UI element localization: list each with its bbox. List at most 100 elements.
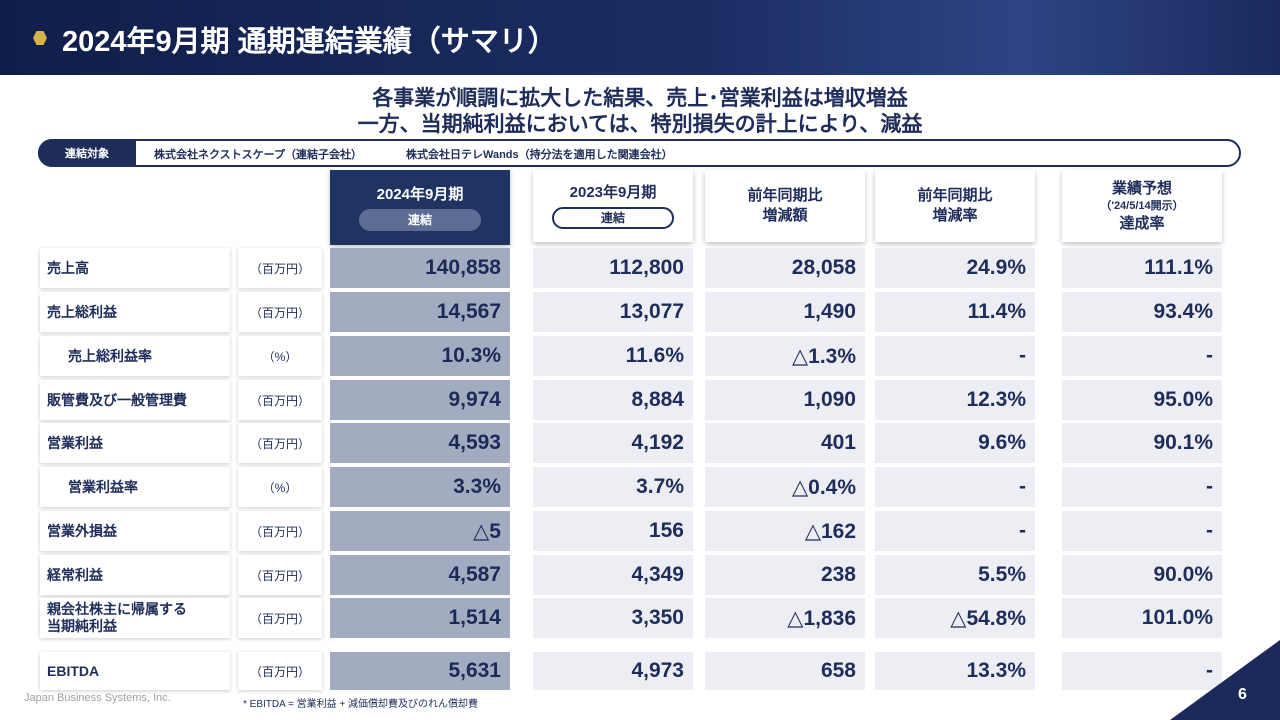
table-cell: 1,090	[705, 380, 865, 420]
header-tag: 連結	[359, 208, 481, 231]
table-cell: 3.3%	[330, 467, 510, 507]
scope-item: 株式会社日テレWands（持分法を適用した関連会社）	[406, 149, 673, 161]
header-tag: 連結	[552, 207, 674, 229]
table-cell: △54.8%	[875, 598, 1035, 638]
row-unit: （百万円）	[238, 248, 322, 288]
company-name: Japan Business Systems, Inc.	[24, 692, 171, 704]
table-cell: 10.3%	[330, 336, 510, 376]
table-cell: 93.4%	[1062, 292, 1222, 332]
table-cell: △0.4%	[705, 467, 865, 507]
table-cell: 4,349	[533, 555, 693, 595]
table-cell: 9.6%	[875, 423, 1035, 463]
header-text: 2024年9月期	[376, 185, 464, 203]
header-text: 前年同期比	[747, 187, 823, 204]
row-label: 営業利益率	[40, 467, 230, 507]
table-cell: 4,192	[533, 423, 693, 463]
column-header: 前年同期比 増減額	[705, 170, 865, 242]
table-cell: -	[875, 467, 1035, 507]
headline: 各事業が順調に拡大した結果、売上･営業利益は増収増益	[372, 87, 908, 110]
scope-label: 連結対象	[38, 139, 136, 167]
row-unit: （百万円）	[238, 423, 322, 463]
row-label: 売上総利益率	[40, 336, 230, 376]
row-label: 営業利益	[40, 423, 230, 463]
table-cell: 5.5%	[875, 555, 1035, 595]
headline: 一方、当期純利益においては、特別損失の計上により、減益	[357, 113, 923, 136]
row-label: 経常利益	[40, 555, 230, 595]
table-cell: △162	[705, 511, 865, 551]
table-cell: 156	[533, 511, 693, 551]
table-cell: -	[1062, 511, 1222, 551]
table-cell: △1,836	[705, 598, 865, 638]
table-cell: 11.6%	[533, 336, 693, 376]
table-cell: 14,567	[330, 292, 510, 332]
row-label-text: 営業利益	[47, 434, 103, 451]
column-header: 2024年9月期連結	[330, 170, 510, 245]
table-cell: 5,631	[330, 652, 510, 690]
title-banner	[0, 0, 1280, 75]
table-cell: △1.3%	[705, 336, 865, 376]
row-unit: （百万円）	[238, 652, 322, 690]
table-cell: 4,973	[533, 652, 693, 690]
table-cell: 28,058	[705, 248, 865, 288]
table-cell: 11.4%	[875, 292, 1035, 332]
column-header: 業績予想 （'24/5/14開示） 達成率	[1062, 170, 1222, 242]
table-cell: 8,884	[533, 380, 693, 420]
table-cell: 13.3%	[875, 652, 1035, 690]
header-text: 2023年9月期	[569, 184, 657, 201]
row-label: 販管費及び一般管理費	[40, 380, 230, 420]
table-cell: 90.0%	[1062, 555, 1222, 595]
row-label: 営業外損益	[40, 511, 230, 551]
table-cell: 4,593	[330, 423, 510, 463]
table-cell: △5	[330, 511, 510, 551]
row-label-text: 売上総利益率	[68, 347, 152, 364]
row-label-text: 営業利益率	[68, 478, 138, 495]
row-unit: （百万円）	[238, 555, 322, 595]
table-cell: -	[1062, 336, 1222, 376]
scope-item: 株式会社ネクストスケープ（連結子会社）	[154, 149, 363, 161]
header-text: 増減率	[932, 207, 978, 224]
header-text: 前年同期比	[917, 187, 993, 204]
row-label-text: 販管費及び一般管理費	[47, 391, 187, 408]
header-text: （'24/5/14開示）	[1100, 199, 1184, 212]
row-label: EBITDA	[40, 652, 230, 690]
row-label-text: 売上高	[47, 259, 89, 276]
row-unit: （百万円）	[238, 292, 322, 332]
row-label-text: 経常利益	[47, 566, 103, 583]
header-text: 業績予想	[1111, 179, 1172, 197]
table-cell: 3,350	[533, 598, 693, 638]
slide-title: 2024年9月期 通期連結業績（サマリ）	[62, 26, 557, 58]
table-cell: 112,800	[533, 248, 693, 288]
table-cell: 4,587	[330, 555, 510, 595]
table-cell: -	[875, 511, 1035, 551]
row-label-text: EBITDA	[47, 662, 100, 679]
footnote: * EBITDA = 営業利益 + 減価償却費及びのれん償却費	[243, 699, 479, 710]
header-text: 達成率	[1119, 214, 1165, 232]
table-cell: 140,858	[330, 248, 510, 288]
page-number: 6	[1238, 686, 1247, 703]
row-label-text: 親会社株主に帰属する	[47, 601, 187, 617]
column-header: 2023年9月期連結	[533, 170, 693, 242]
table-cell: 24.9%	[875, 248, 1035, 288]
table-cell: 111.1%	[1062, 248, 1222, 288]
table-cell: 1,514	[330, 598, 510, 638]
table-cell: -	[875, 336, 1035, 376]
table-cell: 101.0%	[1062, 598, 1222, 638]
row-unit: （百万円）	[238, 598, 322, 638]
table-cell: 95.0%	[1062, 380, 1222, 420]
table-cell: 9,974	[330, 380, 510, 420]
row-label: 売上高	[40, 248, 230, 288]
table-cell: 238	[705, 555, 865, 595]
row-unit: （%）	[238, 467, 322, 507]
row-label: 親会社株主に帰属する 当期純利益	[40, 598, 230, 638]
column-header: 前年同期比 増減率	[875, 170, 1035, 242]
table-cell: 3.7%	[533, 467, 693, 507]
table-cell: 401	[705, 423, 865, 463]
row-unit: （百万円）	[238, 511, 322, 551]
table-cell: 1,490	[705, 292, 865, 332]
table-cell: 12.3%	[875, 380, 1035, 420]
row-label: 売上総利益	[40, 292, 230, 332]
row-label-text: 売上総利益	[47, 303, 117, 320]
row-label-text: 当期純利益	[47, 618, 117, 634]
row-unit: （百万円）	[238, 380, 322, 420]
